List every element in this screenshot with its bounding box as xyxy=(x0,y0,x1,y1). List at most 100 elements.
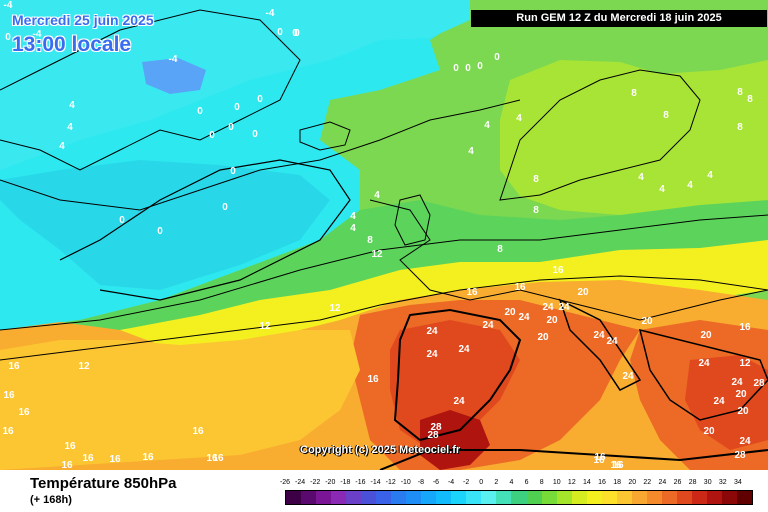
legend-swatch xyxy=(586,491,602,504)
isotherm-label: 24 xyxy=(593,330,605,341)
isotherm-label: 0 xyxy=(477,61,483,72)
isotherm-label: 16 xyxy=(610,460,622,470)
coastline-iberia xyxy=(393,308,522,442)
isotherm-label: 12 xyxy=(371,249,383,260)
legend-swatch xyxy=(376,491,392,504)
isotherm-label: 4 xyxy=(350,211,356,222)
legend-tick-label: -12 xyxy=(385,479,396,486)
legend-tick-label: 12 xyxy=(567,479,576,486)
legend-tick-label: -24 xyxy=(295,479,306,486)
coastline-europe xyxy=(369,199,768,321)
legend-tick-label: 34 xyxy=(733,479,742,486)
hot-core-east xyxy=(685,355,768,450)
legend-swatch xyxy=(301,491,317,504)
isotherm-label: 16 xyxy=(192,426,204,437)
cold-zone-2c xyxy=(0,160,330,290)
isotherm-label: 0 xyxy=(294,28,300,39)
legend-swatch xyxy=(361,491,377,504)
legend-swatch xyxy=(496,491,512,504)
isotherm-label: 20 xyxy=(504,307,516,318)
green-east xyxy=(500,60,768,215)
isotherm-label: 0 xyxy=(234,102,240,113)
legend-tick-label: -22 xyxy=(310,479,321,486)
isotherm-label: 28 xyxy=(427,430,439,441)
isotherm-label: 0 xyxy=(119,215,125,226)
isotherm-label: 24 xyxy=(713,396,725,407)
legend-tick-label: 20 xyxy=(628,479,637,486)
footer-bar: Température 850hPa (+ 168h) -26 -24 -22 -20… xyxy=(0,470,768,512)
legend-swatch xyxy=(541,491,557,504)
legend-tick-label: -16 xyxy=(355,479,366,486)
coastline-iceland xyxy=(299,121,351,151)
legend-swatch xyxy=(421,491,437,504)
legend-swatch xyxy=(721,491,737,504)
hottest-core-iberia xyxy=(420,410,490,470)
isotherm-label: 12 xyxy=(329,303,341,314)
isotherm-label: 24 xyxy=(739,436,751,447)
isotherm-label: 16 xyxy=(2,426,14,437)
isotherm-label: 24 xyxy=(426,349,438,360)
isotherm-label: 8 xyxy=(631,88,637,99)
isotherm-label: 12 xyxy=(78,361,90,372)
legend-tick-label: 30 xyxy=(703,479,712,486)
isotherm-label: 16 xyxy=(8,361,20,372)
legend-tick-label: 2 xyxy=(494,479,499,486)
isotherm-label: 20 xyxy=(641,316,653,327)
isotherm-label: 0 xyxy=(257,94,263,105)
legend-tick-label: 4 xyxy=(509,479,514,486)
isotherm-line xyxy=(0,214,768,331)
isotherm-label: 24 xyxy=(731,377,743,388)
isotherm-label: 8 xyxy=(737,87,743,98)
isotherm-label: 0 xyxy=(494,52,500,63)
isotherm-label: 0 xyxy=(465,63,471,74)
isotherm-label: 28 xyxy=(753,378,765,389)
legend-tick-label: -8 xyxy=(417,479,424,486)
isotherm-label: 16 xyxy=(61,460,73,470)
isotherm-label: 0 xyxy=(292,28,298,39)
isotherm-label: 8 xyxy=(663,110,669,121)
legend-tick-label: -6 xyxy=(432,479,440,486)
isotherm-label: 0 xyxy=(209,130,215,141)
isotherm-label: 16 xyxy=(212,453,224,464)
isotherm-label: 4 xyxy=(707,170,713,181)
isotherm-label: 20 xyxy=(537,332,549,343)
temperature-map: -4 -4 -4 0 0 -4 0 0 0 0 0 0 4 4 4 0 0 0 0 0 0 0 0 0 0 4 4 4 8 12 4 4 4 8 8… xyxy=(0,0,768,470)
legend-swatch xyxy=(691,491,707,504)
isotherm-label: 16 xyxy=(142,452,154,463)
isotherm-label: 28 xyxy=(430,422,442,433)
legend-tick-label: 6 xyxy=(524,479,529,486)
coastline-greenland xyxy=(0,9,301,171)
legend-swatch xyxy=(406,491,422,504)
isotherm-label: 0 xyxy=(230,166,236,177)
model-run-label: Run GEM 12 Z du Mercredi 18 juin 2025 xyxy=(471,10,767,27)
isotherm-label: 28 xyxy=(734,450,746,461)
isotherm-label: 4 xyxy=(687,180,693,191)
isotherm-label: 0 xyxy=(157,226,163,237)
forecast-date: Mercredi 25 juin 2025 xyxy=(12,12,154,28)
legend-tick-label: 26 xyxy=(673,479,682,486)
coastline-italy xyxy=(558,298,642,391)
isotherm-label: 8 xyxy=(747,94,753,105)
variable-title: Température 850hPa xyxy=(30,475,177,492)
coastline-scandinavia xyxy=(499,69,701,201)
isotherm-label: 24 xyxy=(606,336,618,347)
isotherm-label: 4 xyxy=(67,122,73,133)
legend-labels: -26 -24 -22 -20 -18 -16 -14 -12 -10 -8 -6 -4 -2 0 2 4 6 8… xyxy=(280,479,760,489)
coastline-uk xyxy=(394,194,431,246)
legend-swatch xyxy=(616,491,632,504)
legend-swatch xyxy=(676,491,692,504)
legend-swatch xyxy=(526,491,542,504)
legend-tick-label: 8 xyxy=(539,479,544,486)
legend-tick-label: 28 xyxy=(688,479,697,486)
copyright-notice: Copyright (c) 2025 Meteociel.fr xyxy=(300,444,461,456)
legend-tick-label: -14 xyxy=(370,479,381,486)
map-canvas: -4-4-4 00-40 00 000444000000000044481244488… xyxy=(0,0,768,470)
isotherm-label: 0 xyxy=(5,32,11,43)
legend-swatch xyxy=(451,491,467,504)
legend-swatch xyxy=(646,491,662,504)
forecast-time: 13:00 locale xyxy=(12,33,132,56)
atlantic-warm-west xyxy=(0,330,360,470)
legend-swatch xyxy=(661,491,677,504)
isotherm-label: 16 xyxy=(466,287,478,298)
legend-tick-label: 10 xyxy=(552,479,561,486)
